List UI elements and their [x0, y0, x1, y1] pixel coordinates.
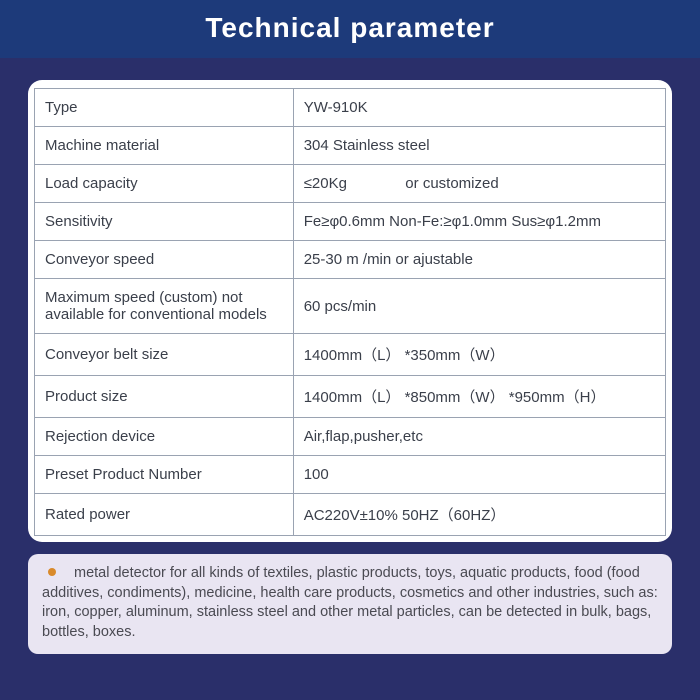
description-note: metal detector for all kinds of textiles…: [28, 554, 672, 654]
spec-label: Maximum speed (custom) not available for…: [35, 279, 294, 334]
table-row: Sensitivity Fe≥φ0.6mm Non-Fe:≥φ1.0mm Sus…: [35, 203, 666, 241]
spec-label: Product size: [35, 376, 294, 418]
spec-table: Type YW-910K Machine material 304 Stainl…: [34, 88, 666, 536]
spec-panel: Type YW-910K Machine material 304 Stainl…: [28, 80, 672, 542]
section-header: Technical parameter: [0, 0, 700, 58]
header-title: Technical parameter: [205, 12, 494, 43]
spec-value: 60 pcs/min: [293, 279, 665, 334]
bullet-icon: [48, 568, 56, 576]
table-row: Machine material 304 Stainless steel: [35, 127, 666, 165]
spec-value: Air,flap,pusher,etc: [293, 418, 665, 456]
spec-label: Type: [35, 89, 294, 127]
spec-label: Load capacity: [35, 165, 294, 203]
spec-value: 25-30 m /min or ajustable: [293, 241, 665, 279]
spec-label: Rated power: [35, 494, 294, 536]
table-row: Conveyor belt size 1400mm（L） *350mm（W）: [35, 334, 666, 376]
spec-value: 304 Stainless steel: [293, 127, 665, 165]
table-row: Product size 1400mm（L） *850mm（W） *950mm（…: [35, 376, 666, 418]
table-row: Type YW-910K: [35, 89, 666, 127]
spec-value: Fe≥φ0.6mm Non-Fe:≥φ1.0mm Sus≥φ1.2mm: [293, 203, 665, 241]
spec-label: Rejection device: [35, 418, 294, 456]
spec-label: Preset Product Number: [35, 456, 294, 494]
table-row: Rated power AC220V±10% 50HZ（60HZ）: [35, 494, 666, 536]
table-row: Maximum speed (custom) not available for…: [35, 279, 666, 334]
spec-label: Sensitivity: [35, 203, 294, 241]
spec-value: YW-910K: [293, 89, 665, 127]
table-row: Conveyor speed 25-30 m /min or ajustable: [35, 241, 666, 279]
spec-value: 1400mm（L） *350mm（W）: [293, 334, 665, 376]
note-text: metal detector for all kinds of textiles…: [42, 565, 658, 640]
spec-value: ≤20Kg or customized: [293, 165, 665, 203]
spec-label: Conveyor speed: [35, 241, 294, 279]
spec-value: 100: [293, 456, 665, 494]
spec-label: Machine material: [35, 127, 294, 165]
spec-value: 1400mm（L） *850mm（W） *950mm（H）: [293, 376, 665, 418]
table-row: Load capacity ≤20Kg or customized: [35, 165, 666, 203]
table-row: Rejection device Air,flap,pusher,etc: [35, 418, 666, 456]
spec-label: Conveyor belt size: [35, 334, 294, 376]
spec-value: AC220V±10% 50HZ（60HZ）: [293, 494, 665, 536]
table-row: Preset Product Number 100: [35, 456, 666, 494]
